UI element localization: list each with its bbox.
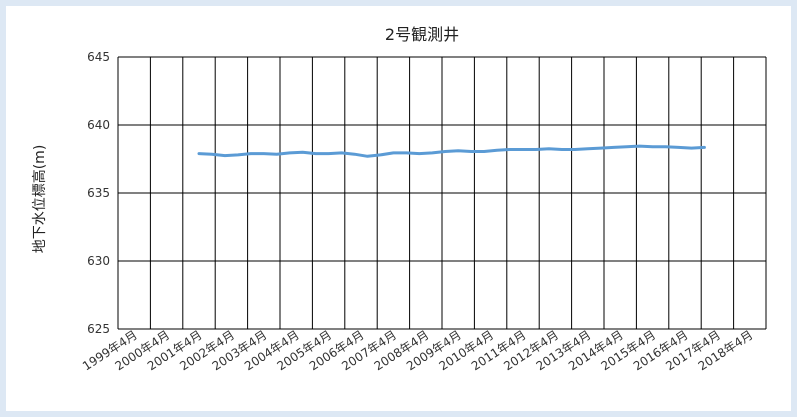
- grid: [117, 56, 767, 330]
- y-tick-label: 640: [87, 118, 110, 132]
- y-axis-label: 地下水位標高(m): [31, 145, 48, 254]
- chart-title: 2号観測井: [385, 25, 459, 44]
- series-line: [197, 144, 706, 158]
- line-chart: 6256306356406451999年4月2000年4月2001年4月2002…: [31, 25, 767, 373]
- tick-labels: 6256306356406451999年4月2000年4月2001年4月2002…: [80, 50, 755, 373]
- y-tick-label: 630: [87, 254, 110, 268]
- y-tick-label: 645: [87, 50, 110, 64]
- y-tick-label: 625: [87, 322, 110, 336]
- series-layer: [197, 144, 706, 158]
- chart-container: 625 630 635 640 645 1999年4月 2000年4月 2001年4月 2002…: [6, 6, 791, 411]
- y-tick-label: 635: [87, 186, 110, 200]
